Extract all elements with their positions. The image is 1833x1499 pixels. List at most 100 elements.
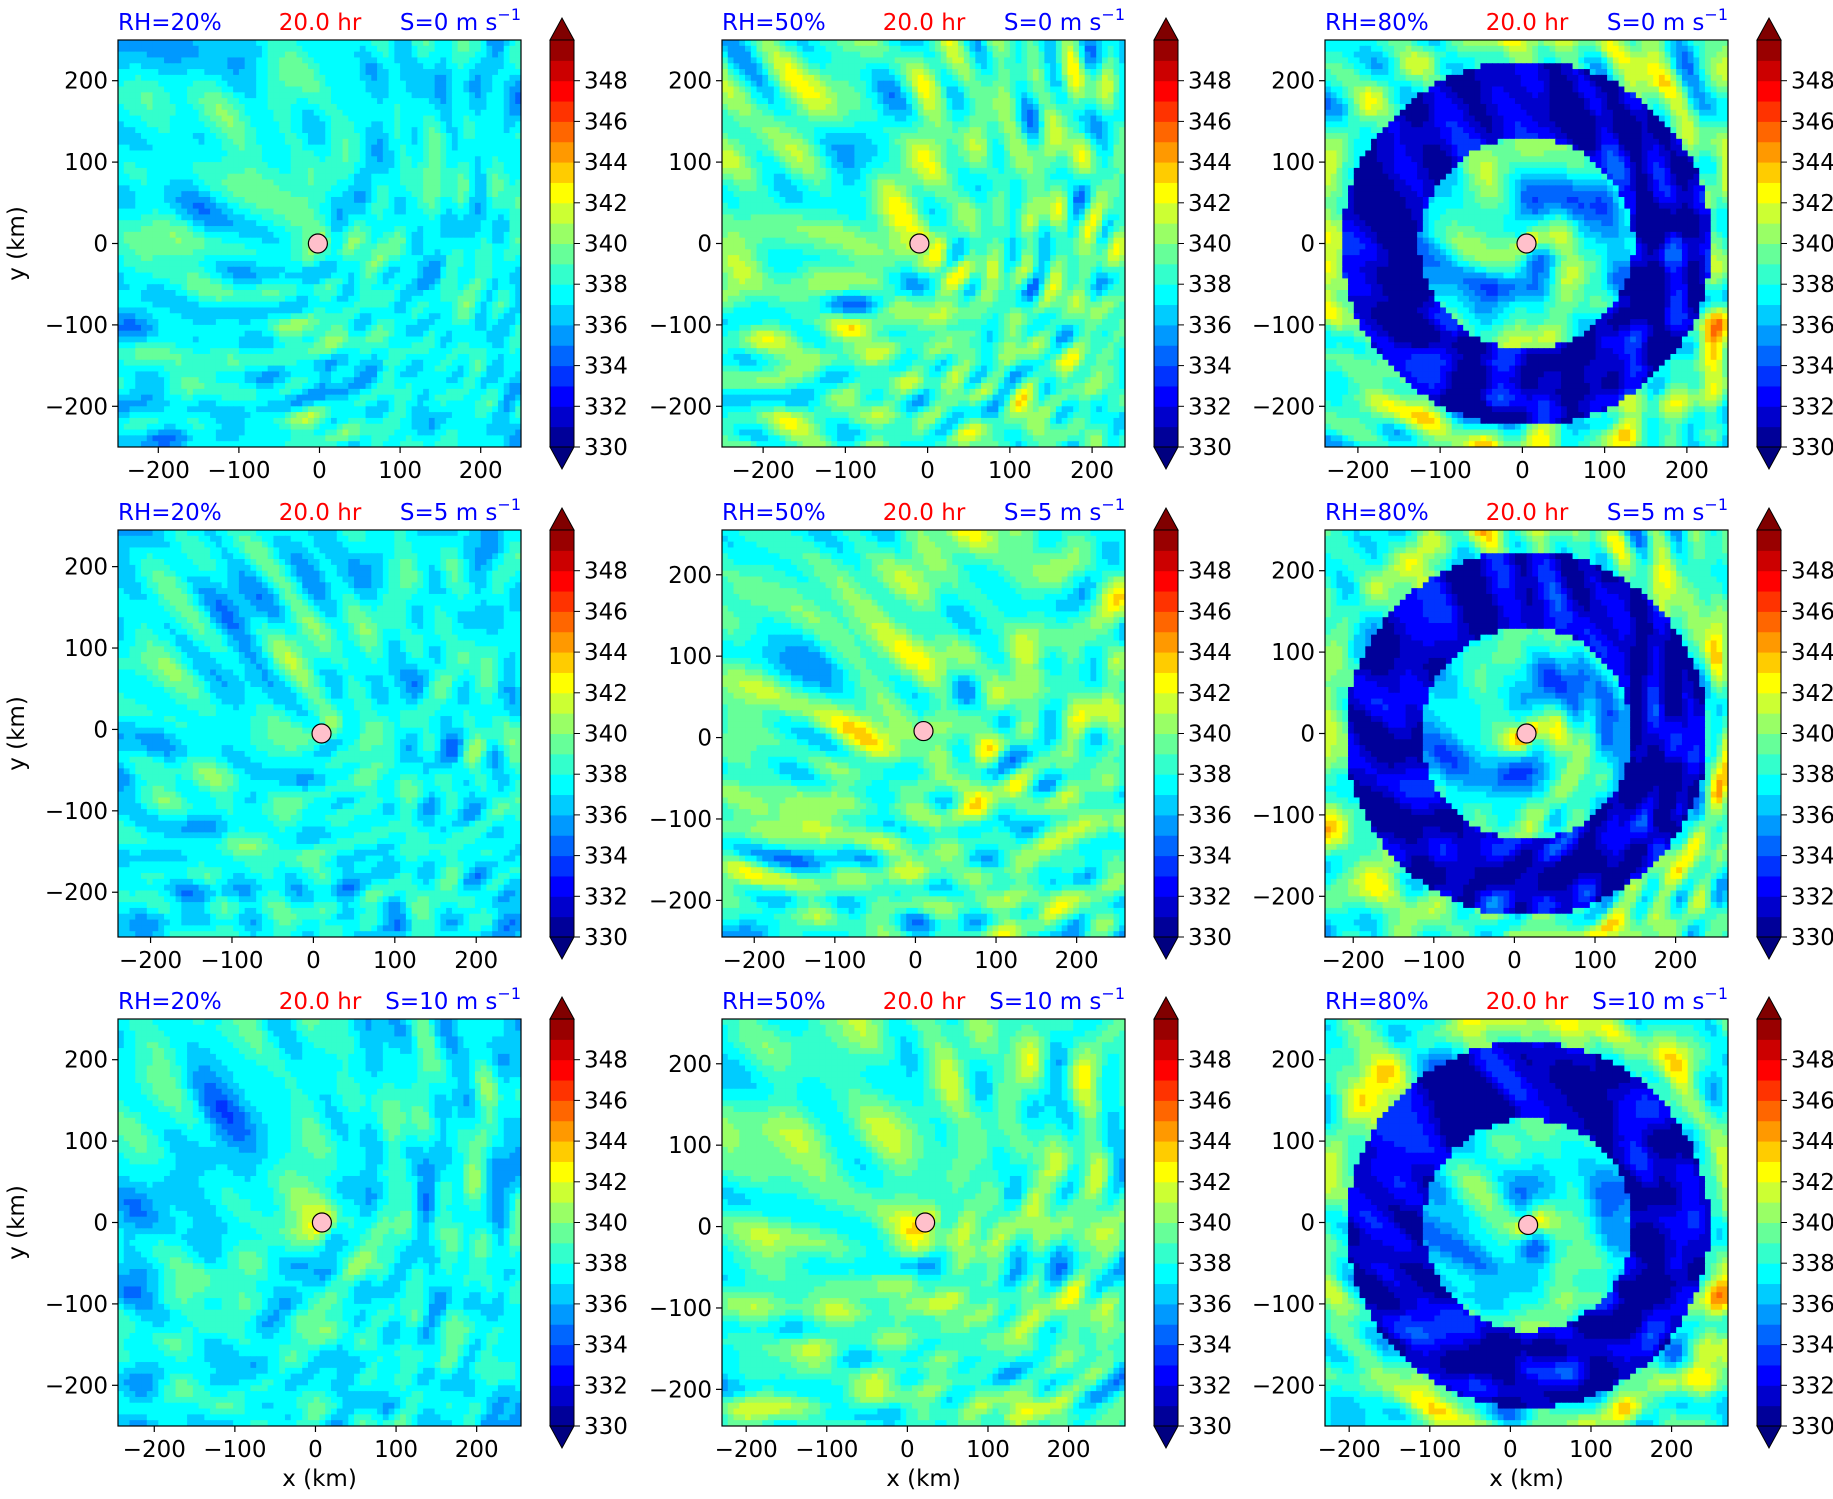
colorbar-tick-label: 348: [1791, 559, 1833, 585]
x-tick-label: 0: [1507, 948, 1522, 974]
theta-e-field: [1325, 40, 1728, 447]
colorbar-tick-label: 334: [584, 354, 628, 380]
x-tick-label: 200: [1047, 1437, 1091, 1463]
x-tick-label: −100: [795, 1437, 858, 1463]
x-tick-label: 100: [1569, 1437, 1613, 1463]
y-tick-label: −100: [1252, 313, 1315, 339]
shear-label: S=0 m s−1: [1004, 5, 1125, 36]
colorbar-tick-label: 338: [1791, 1251, 1833, 1277]
colorbar-tick-label: 330: [584, 1414, 628, 1440]
plot-frame: [117, 529, 522, 938]
x-tick-label: 100: [1583, 458, 1627, 484]
y-tick-label: 200: [668, 69, 712, 95]
x-tick-label: 0: [306, 948, 321, 974]
colorbar-tick-label: 340: [1791, 232, 1833, 258]
y-tick-label: 100: [668, 150, 712, 176]
colorbar-tick-label: 336: [584, 1292, 628, 1318]
shear-label: S=10 m s−1: [1592, 984, 1728, 1015]
colorbar-tick-label: 332: [584, 1373, 628, 1399]
y-tick-label: −100: [45, 799, 108, 825]
storm-center-marker: [909, 233, 930, 254]
time-label: 20.0 hr: [279, 989, 362, 1015]
colorbar-tick-label: 340: [584, 232, 628, 258]
x-tick-label: 200: [1055, 948, 1099, 974]
time-label: 20.0 hr: [1486, 989, 1569, 1015]
y-axis-label: y (km): [4, 206, 30, 281]
colorbar-tick-label: 346: [1188, 1088, 1232, 1114]
colorbar: 330 332 334 336 338 340 342 344 346 348: [1756, 506, 1833, 961]
colorbar-tick-label: 344: [1188, 150, 1232, 176]
colorbar-tick-label: 342: [1791, 1170, 1833, 1196]
y-tick-label: 200: [1271, 69, 1315, 95]
theta-e-field: [1325, 1019, 1728, 1426]
y-tick-label: −200: [1252, 1373, 1315, 1399]
shear-label: S=0 m s−1: [1607, 5, 1728, 36]
time-label: 20.0 hr: [1486, 500, 1569, 526]
x-tick-label: 100: [974, 948, 1018, 974]
x-tick-label: 200: [1070, 458, 1114, 484]
panel-3-1: −200 −100 0 100 200 −200 −100 0 100 200 RH=20% 20.0…: [4, 984, 628, 1492]
x-tick-label: 100: [378, 458, 422, 484]
y-tick-label: −100: [1252, 1292, 1315, 1318]
x-tick-label: −100: [1402, 948, 1465, 974]
y-tick-label: 200: [668, 1052, 712, 1078]
time-label: 20.0 hr: [279, 500, 362, 526]
x-tick-label: −100: [1398, 1437, 1461, 1463]
time-label: 20.0 hr: [1486, 10, 1569, 36]
x-tick-label: −200: [1322, 948, 1385, 974]
x-axis-label: x (km): [282, 1466, 357, 1492]
colorbar-tick-label: 348: [1188, 1048, 1232, 1074]
x-tick-label: 0: [312, 458, 327, 484]
shear-label: S=5 m s−1: [1004, 495, 1125, 526]
y-tick-label: −100: [45, 1292, 108, 1318]
colorbar-tick-label: 344: [1188, 640, 1232, 666]
x-tick-label: 0: [900, 1437, 915, 1463]
x-tick-label: −200: [119, 948, 182, 974]
colorbar-tick-label: 340: [1188, 1211, 1232, 1237]
rh-label: RH=50%: [722, 500, 826, 526]
time-label: 20.0 hr: [883, 500, 966, 526]
x-tick-label: 0: [308, 1437, 323, 1463]
colorbar-tick-label: 330: [1188, 435, 1232, 461]
rh-label: RH=80%: [1325, 989, 1429, 1015]
colorbar-tick-label: 346: [1791, 599, 1833, 625]
colorbar-tick-label: 334: [1188, 354, 1232, 380]
colorbar-tick-label: 346: [1791, 1088, 1833, 1114]
y-tick-label: 200: [64, 1048, 108, 1074]
x-tick-label: 0: [908, 948, 923, 974]
x-tick-label: 200: [1665, 458, 1709, 484]
y-tick-label: −100: [45, 313, 108, 339]
y-tick-label: 0: [697, 726, 712, 752]
shear-label: S=10 m s−1: [989, 984, 1125, 1015]
rh-label: RH=80%: [1325, 10, 1429, 36]
colorbar-tick-label: 348: [584, 1048, 628, 1074]
x-tick-label: 200: [454, 948, 498, 974]
x-tick-label: −200: [1326, 458, 1389, 484]
colorbar-tick-label: 338: [1791, 762, 1833, 788]
x-tick-label: 100: [988, 458, 1032, 484]
colorbar-tick-label: 336: [1188, 313, 1232, 339]
colorbar-tick-label: 332: [1791, 1373, 1833, 1399]
colorbar-tick-label: 338: [1188, 272, 1232, 298]
plot-frame: [721, 529, 1126, 938]
colorbar-tick-label: 346: [1791, 109, 1833, 135]
x-tick-label: 200: [455, 1437, 499, 1463]
theta-e-field: [118, 1019, 521, 1426]
colorbar-tick-label: 342: [1791, 191, 1833, 217]
colorbar-tick-label: 340: [1188, 232, 1232, 258]
colorbar-tick-label: 336: [1791, 1292, 1833, 1318]
y-tick-label: −200: [649, 888, 712, 914]
y-tick-label: 100: [64, 150, 108, 176]
colorbar-tick-label: 336: [1188, 803, 1232, 829]
colorbar-tick-label: 330: [1791, 1414, 1833, 1440]
colorbar-tick-label: 348: [584, 559, 628, 585]
storm-center-marker: [1516, 233, 1537, 254]
colorbar-tick-label: 338: [584, 1251, 628, 1277]
storm-center-marker: [307, 233, 328, 254]
storm-center-marker: [915, 1212, 936, 1233]
time-label: 20.0 hr: [279, 10, 362, 36]
shear-label: S=0 m s−1: [400, 5, 521, 36]
time-label: 20.0 hr: [883, 989, 966, 1015]
y-tick-label: 200: [1271, 1048, 1315, 1074]
